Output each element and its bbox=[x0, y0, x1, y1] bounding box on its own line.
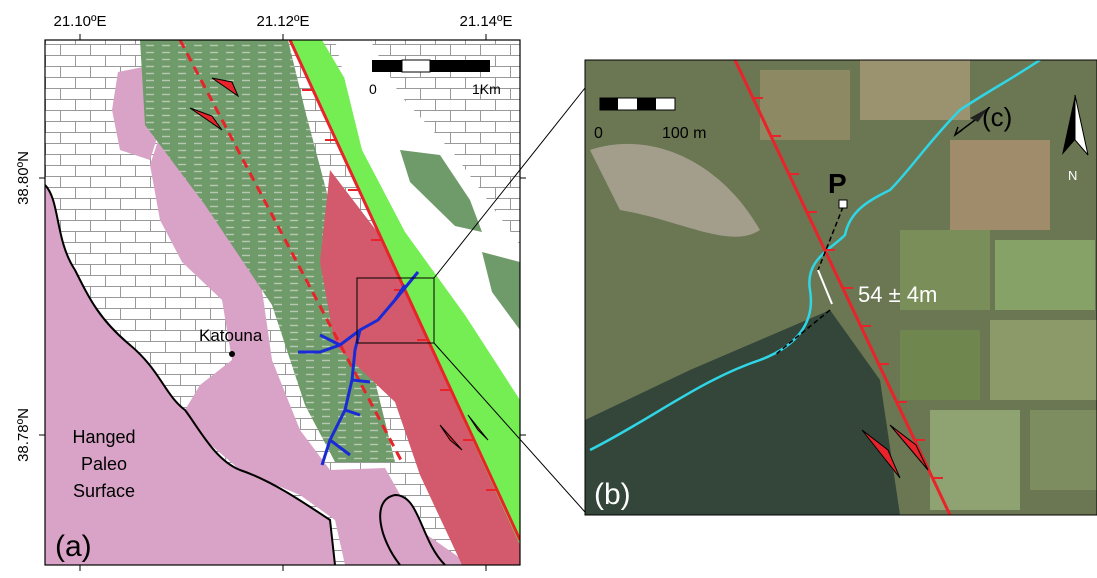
offset-label: 54 ± 4m bbox=[858, 282, 937, 307]
surface-label: Surface bbox=[73, 481, 135, 501]
scale-label: 100 m bbox=[662, 125, 706, 142]
surface-label: Hanged bbox=[72, 427, 135, 447]
panel-label: (a) bbox=[55, 530, 92, 563]
figure: Katouna 0 1Km Hanged Paleo Surface (a) 2… bbox=[0, 0, 1097, 573]
aerial-image: P 54 ± 4m 0 100 m N (c) (b) bbox=[585, 60, 1097, 515]
north-label: N bbox=[1068, 168, 1077, 183]
place-label: Katouna bbox=[199, 326, 263, 345]
view-label: (c) bbox=[982, 102, 1012, 132]
point-label: P bbox=[828, 168, 847, 199]
lat-label: 38.80ºN bbox=[15, 151, 32, 205]
scale-label: 1Km bbox=[472, 81, 501, 97]
lon-label: 21.10ºE bbox=[53, 13, 106, 30]
scale-label: 0 bbox=[369, 81, 377, 97]
geologic-map: Katouna 0 1Km Hanged Paleo Surface (a) bbox=[45, 40, 520, 565]
lon-label: 21.12ºE bbox=[256, 13, 309, 30]
surface-label: Paleo bbox=[81, 454, 127, 474]
lat-label: 38.78ºN bbox=[15, 408, 32, 462]
panel-label: (b) bbox=[594, 478, 631, 511]
scale-label: 0 bbox=[594, 125, 603, 142]
lon-label: 21.14ºE bbox=[459, 13, 512, 30]
